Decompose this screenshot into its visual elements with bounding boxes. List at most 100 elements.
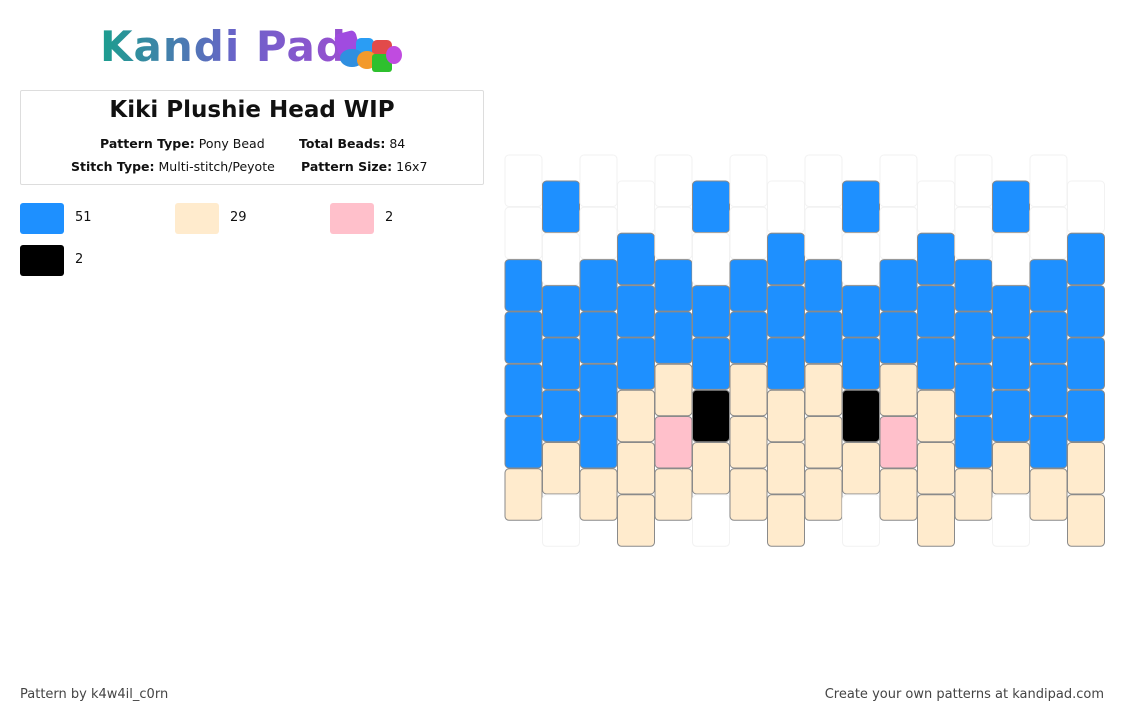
- bead: [1029, 363, 1068, 417]
- info-label: Pattern Size:: [301, 159, 393, 174]
- empty-bead: [504, 154, 543, 207]
- info-item: Total Beads: 84: [299, 136, 405, 151]
- bead: [654, 416, 693, 469]
- info-item: Stitch Type: Multi-stitch/Peyote: [71, 159, 275, 174]
- bead: [1067, 494, 1105, 547]
- empty-bead: [579, 154, 618, 207]
- empty-bead: [1067, 180, 1105, 233]
- bead: [767, 337, 805, 390]
- bead: [504, 468, 543, 521]
- color-count: 29: [230, 210, 247, 225]
- bead: [1029, 259, 1068, 312]
- pattern-title: Kiki Plushie Head WIP: [109, 97, 395, 123]
- bead: [767, 232, 805, 286]
- bead: [804, 416, 843, 469]
- bead: [992, 389, 1030, 443]
- empty-bead: [842, 232, 880, 286]
- bead: [917, 232, 955, 286]
- info-value: Pony Bead: [198, 136, 265, 151]
- bead: [692, 337, 730, 390]
- empty-bead: [542, 494, 580, 547]
- color-swatch: [330, 203, 374, 234]
- bead: [617, 389, 655, 443]
- bead: [542, 442, 580, 495]
- empty-bead: [992, 232, 1030, 286]
- bead: [692, 389, 730, 443]
- bead: [917, 494, 955, 547]
- bead: [879, 363, 918, 417]
- bead: [504, 259, 543, 312]
- bead: [917, 285, 955, 338]
- color-swatch: [175, 203, 219, 234]
- bead: [729, 311, 768, 364]
- bead: [617, 285, 655, 338]
- bead: [692, 180, 730, 233]
- bead: [767, 442, 805, 495]
- bead: [617, 337, 655, 390]
- bead: [917, 389, 955, 443]
- bead: [842, 442, 880, 495]
- bead: [1067, 285, 1105, 338]
- bead: [1067, 337, 1105, 390]
- bead: [617, 232, 655, 286]
- empty-bead: [1029, 154, 1068, 207]
- bead: [767, 285, 805, 338]
- bead: [729, 259, 768, 312]
- color-swatch: [20, 203, 64, 234]
- bead: [504, 311, 543, 364]
- info-label: Total Beads:: [299, 136, 386, 151]
- empty-bead: [617, 180, 655, 233]
- empty-bead: [879, 206, 918, 260]
- bead: [842, 180, 880, 233]
- bead: [992, 180, 1030, 233]
- bead: [917, 337, 955, 390]
- empty-bead: [654, 206, 693, 260]
- bead: [654, 363, 693, 417]
- bead: [692, 285, 730, 338]
- empty-bead: [692, 494, 730, 547]
- bead: [954, 311, 993, 364]
- bead: [579, 311, 618, 364]
- bead: [992, 337, 1030, 390]
- bead: [842, 337, 880, 390]
- bead: [729, 416, 768, 469]
- color-count: 51: [75, 210, 92, 225]
- bead: [954, 416, 993, 469]
- bead: [954, 468, 993, 521]
- bead: [579, 259, 618, 312]
- bead: [804, 259, 843, 312]
- empty-bead: [804, 206, 843, 260]
- empty-bead: [842, 494, 880, 547]
- bead: [917, 442, 955, 495]
- bead: [879, 259, 918, 312]
- bead: [804, 468, 843, 521]
- bead: [992, 285, 1030, 338]
- info-value: Multi-stitch/Peyote: [158, 159, 275, 174]
- bead: [842, 285, 880, 338]
- bead: [804, 363, 843, 417]
- bead: [729, 468, 768, 521]
- empty-bead: [579, 206, 618, 260]
- bead: [879, 311, 918, 364]
- empty-bead: [692, 232, 730, 286]
- empty-bead: [729, 154, 768, 207]
- logo[interactable]: Kandi Pad: [100, 22, 347, 71]
- bead: [542, 389, 580, 443]
- logo-icon: [334, 30, 402, 72]
- bead: [654, 468, 693, 521]
- info-label: Stitch Type:: [71, 159, 155, 174]
- bead: [767, 389, 805, 443]
- bead: [879, 416, 918, 469]
- bead: [879, 468, 918, 521]
- empty-bead: [767, 180, 805, 233]
- bead: [579, 363, 618, 417]
- empty-bead: [804, 154, 843, 207]
- bead: [1067, 389, 1105, 443]
- bead: [1029, 416, 1068, 469]
- bead: [617, 442, 655, 495]
- credit[interactable]: Create your own patterns at kandipad.com: [824, 687, 1104, 702]
- bead: [654, 311, 693, 364]
- empty-bead: [917, 180, 955, 233]
